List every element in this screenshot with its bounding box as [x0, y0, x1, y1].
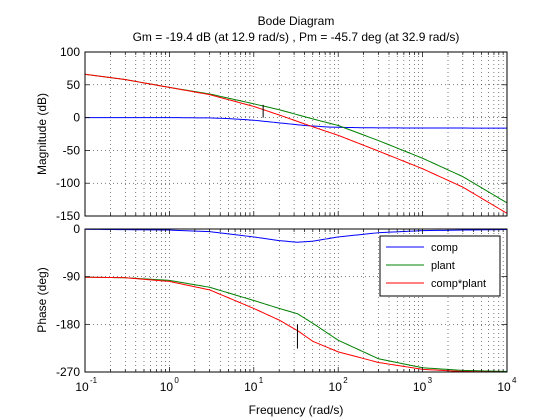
magnitude-ticks: 100 50 0 -50 -100 -150 — [56, 45, 507, 223]
chart-subtitle: Gm = -19.4 dB (at 12.9 rad/s) , Pm = -45… — [133, 30, 460, 44]
magnitude-plot-area — [85, 52, 507, 216]
magnitude-series — [84, 73, 508, 214]
phase-axes: 0 -90 -180 -270 Phase (deg) — [35, 222, 508, 379]
x-tick-label-exponent: 1 — [259, 376, 264, 385]
phase-ytick-label: -90 — [63, 270, 81, 284]
magnitude-ytick-label: 0 — [73, 111, 80, 125]
chart-title: Bode Diagram — [258, 14, 335, 28]
phase-ticks: 0 -90 -180 -270 — [56, 222, 507, 379]
legend-label-plant: plant — [431, 260, 455, 272]
phase-ytick-label: -270 — [56, 365, 80, 379]
magnitude-ytick-label: -50 — [63, 143, 81, 157]
x-tick-label-base: 10 — [329, 380, 343, 394]
magnitude-line-comp-x-plant — [84, 73, 508, 214]
phase-ylabel: Phase (deg) — [35, 267, 49, 332]
phase-line-comp — [84, 228, 508, 243]
magnitude-ytick-label: -150 — [56, 209, 80, 223]
magnitude-ytick-label: -100 — [56, 176, 80, 190]
x-tick-label-exponent: 4 — [512, 376, 517, 385]
legend-box — [379, 235, 501, 297]
magnitude-axes: 100 50 0 -50 -100 -150 Magnitude (dB) — [35, 45, 508, 223]
x-tick-label-base: 10 — [244, 380, 258, 394]
x-tick-label-base: 10 — [413, 380, 427, 394]
magnitude-ylabel: Magnitude (dB) — [35, 93, 49, 175]
magnitude-line-comp — [85, 117, 508, 129]
x-axis-label: Frequency (rad/s) — [249, 403, 344, 417]
magnitude-axes-box — [84, 51, 508, 217]
x-tick-label-exponent: -1 — [90, 376, 98, 385]
legend-label-comp-x-plant: comp*plant — [431, 278, 486, 290]
legend: comp plant comp*plant — [379, 235, 501, 297]
magnitude-ytick-label: 50 — [67, 78, 81, 92]
x-tick-label-base: 10 — [160, 380, 174, 394]
phase-ytick-label: 0 — [73, 222, 80, 236]
x-tick-label-exponent: 2 — [343, 376, 348, 385]
phase-axes-box — [84, 228, 508, 373]
legend-items: comp plant comp*plant — [386, 242, 486, 290]
legend-label-comp: comp — [431, 242, 458, 254]
x-tick-label-base: 10 — [75, 380, 89, 394]
magnitude-grid — [84, 52, 507, 216]
x-tick-label-exponent: 3 — [428, 376, 433, 385]
magnitude-ytick-label: 100 — [60, 45, 80, 59]
x-tick-labels: 10 -1 10 0 10 1 10 2 10 3 10 4 — [75, 376, 517, 394]
x-tick-label-base: 10 — [497, 380, 511, 394]
phase-ytick-label: -180 — [56, 317, 80, 331]
x-tick-label-exponent: 0 — [174, 376, 179, 385]
